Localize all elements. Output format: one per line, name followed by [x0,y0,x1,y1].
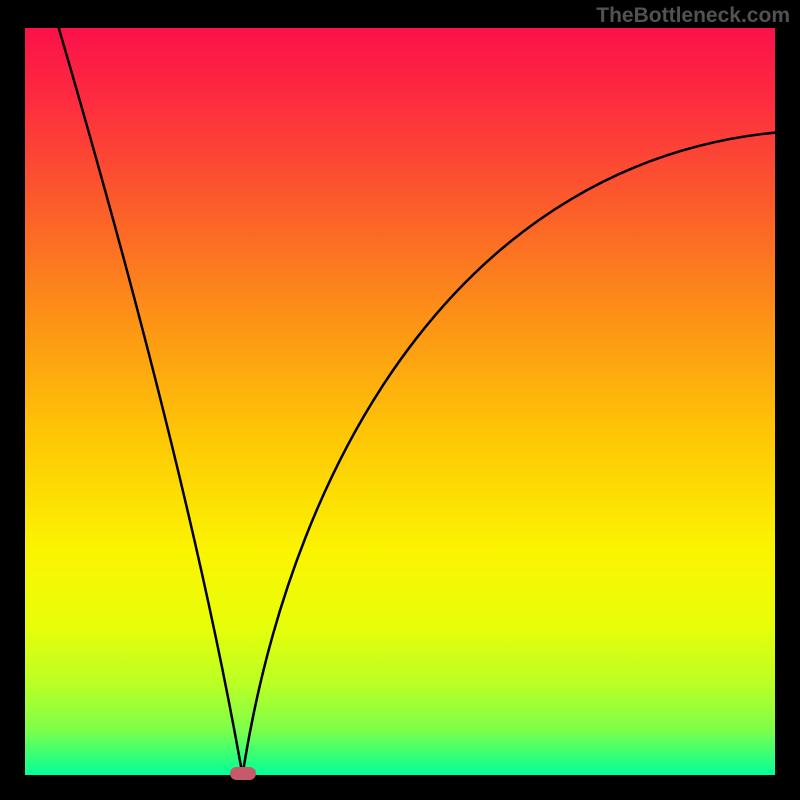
plot-frame [25,28,775,775]
watermark-text: TheBottleneck.com [596,4,790,28]
chart-container: TheBottleneck.com [0,0,800,800]
bottleneck-curve [25,28,775,775]
optimum-marker [230,767,256,780]
